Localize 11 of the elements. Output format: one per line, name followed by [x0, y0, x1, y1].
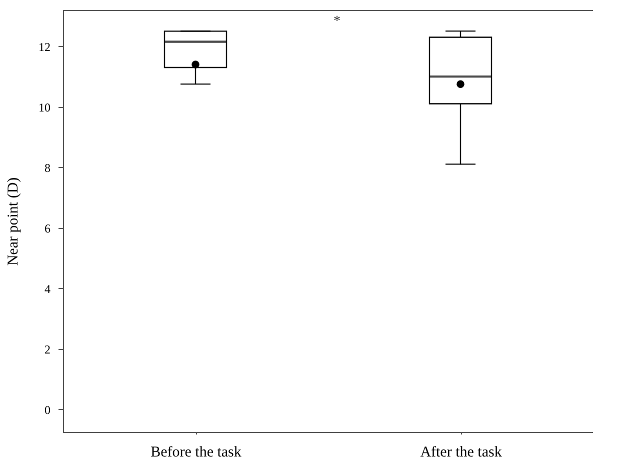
x-tick-label: Before the task [150, 444, 242, 460]
y-tick-label: 6 [44, 221, 50, 236]
y-tick-label: 12 [38, 40, 50, 54]
y-tick-label: 10 [38, 100, 50, 114]
y-tick-label: 8 [44, 160, 50, 175]
y-tick-label: 2 [44, 342, 50, 356]
x-tick-label: After the task [420, 444, 502, 460]
y-tick-label: 0 [44, 402, 50, 417]
y-tick-label: 4 [44, 282, 50, 296]
annotation: * [334, 14, 340, 29]
y-axis-title: Near point (D) [6, 177, 22, 266]
